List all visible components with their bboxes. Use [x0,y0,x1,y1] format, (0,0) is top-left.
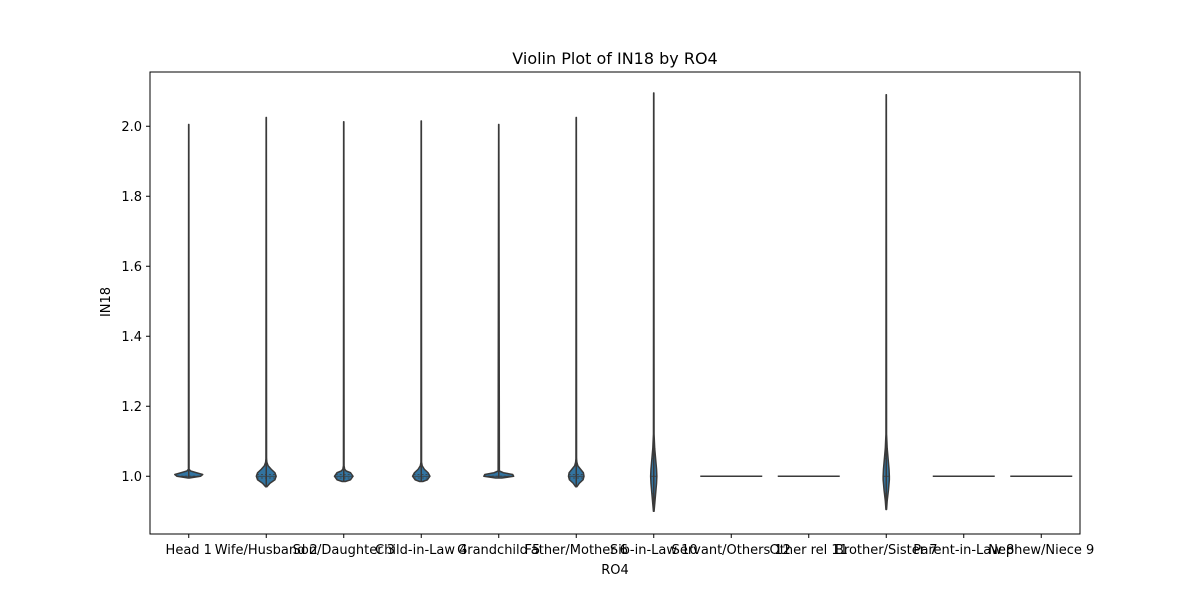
plot-frame [149,71,1081,535]
y-axis: 1.0 1.2 1.4 1.6 1.8 2.0 [121,120,150,485]
x-tick-label: Child-in-Law 4 [375,543,467,558]
x-tick-label: Nephew/Niece 9 [988,543,1094,558]
x-tick-label: Servant/Others 12 [672,543,791,558]
y-tick-label: 1.8 [121,190,142,205]
x-tick-label: Sib-in-Law 10 [610,543,698,558]
x-axis-label: RO4 [601,563,629,578]
x-tick-label: Brother/Sister 7 [835,543,937,558]
y-tick-label: 1.4 [121,330,142,345]
y-tick-label: 1.6 [121,260,142,275]
x-tick-label: Son/Daughter 3 [293,543,395,558]
x-tick-label: Grandchild 5 [457,543,540,558]
x-tick-label: Head 1 [166,543,212,558]
chart-title: Violin Plot of IN18 by RO4 [512,49,717,68]
x-tick-label: Parent-in-Law 8 [913,543,1014,558]
plot-area [174,92,1073,512]
y-axis-label: IN18 [99,287,114,317]
x-tick-label: Father/Mother 6 [524,543,628,558]
x-tick-label: Wife/Husband 2 [215,543,318,558]
y-tick-label: 1.2 [121,400,142,415]
y-tick-label: 2.0 [121,120,142,135]
y-tick-label: 1.0 [121,470,142,485]
x-tick-label: Other rel 11 [770,543,848,558]
